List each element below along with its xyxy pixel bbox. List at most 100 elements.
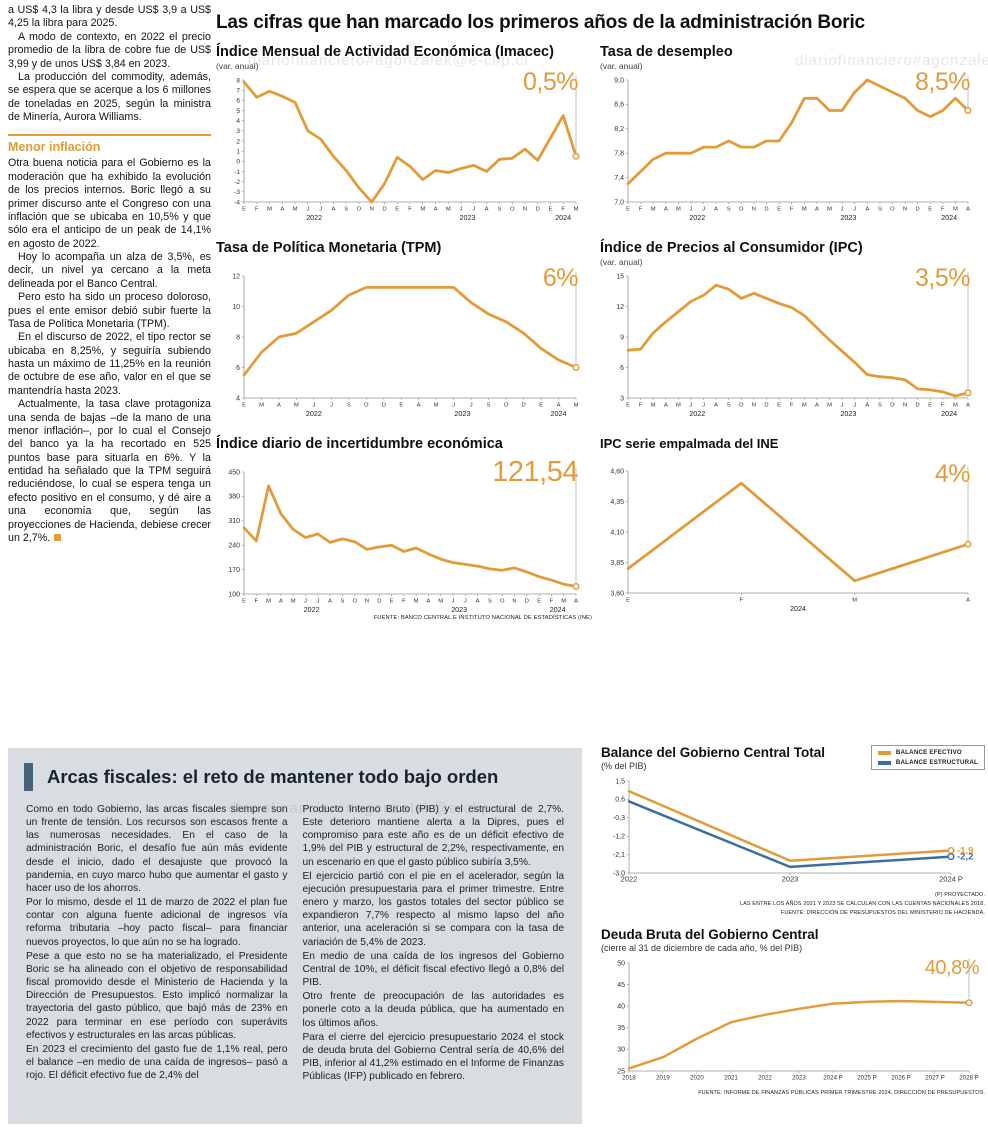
svg-text:15: 15 [616,273,624,280]
svg-text:M: M [651,403,656,409]
svg-text:N: N [903,207,907,213]
article-paragraph: En 2023 el crecimiento del gasto fue de … [26,1043,288,1082]
svg-text:O: O [890,403,895,409]
svg-text:F: F [255,207,259,213]
svg-text:E: E [626,207,630,213]
svg-text:E: E [626,403,630,409]
chart-title: Balance del Gobierno Central Total [601,745,826,760]
svg-text:M: M [651,207,656,213]
svg-text:M: M [574,207,579,213]
svg-text:2022: 2022 [689,213,705,222]
chart-note: (P) PROYECTADO. [935,892,985,898]
svg-text:M: M [802,403,807,409]
svg-text:9: 9 [620,334,624,341]
svg-text:O: O [510,207,515,213]
svg-text:1,5: 1,5 [615,778,625,785]
svg-text:2023: 2023 [840,213,856,222]
svg-text:O: O [364,403,369,409]
svg-text:J: J [690,207,693,213]
desempleo-plot: 9,08,68,27,87,47,0E F M A M J J A S O N D E F M A M J J A S O… [614,76,972,222]
svg-text:A: A [426,599,430,605]
svg-text:E: E [537,599,541,605]
svg-text:240: 240 [228,543,240,550]
article-paragraph: En medio de una caída de los ingresos de… [302,950,565,989]
svg-text:2022: 2022 [306,409,322,418]
svg-text:3,85: 3,85 [610,560,624,567]
svg-text:N: N [752,403,756,409]
chart-note: LAS ENTRE LOS AÑOS 2021 Y 2023 SE CALCUL… [739,900,985,907]
svg-text:50: 50 [617,961,625,968]
svg-text:O: O [890,207,895,213]
svg-text:S: S [340,599,344,605]
svg-text:10: 10 [232,304,240,311]
bottom-charts: Balance del Gobierno Central Total (% de… [601,745,985,1098]
chart-card-ipc: Índice de Precios al Consumidor (IPC) (v… [600,240,984,420]
svg-text:F: F [790,207,794,213]
svg-text:M: M [414,599,419,605]
svg-text:M: M [446,207,451,213]
svg-text:-3: -3 [234,189,240,196]
svg-text:F: F [408,207,412,213]
svg-text:2025 P: 2025 P [857,1075,877,1082]
svg-text:-0,3: -0,3 [613,815,625,822]
svg-text:7,4: 7,4 [614,175,624,182]
svg-text:M: M [420,207,425,213]
ipc-ine-plot: 4,60 4,35 4,10 3,85 3,60E F M A 2024 [610,467,972,613]
svg-text:M: M [561,599,566,605]
svg-text:2018: 2018 [622,1075,636,1082]
svg-text:O: O [504,403,509,409]
chart-highlight-value: 121,54 [492,456,578,488]
svg-text:E: E [242,207,246,213]
svg-text:0: 0 [236,159,240,166]
svg-text:A: A [714,403,718,409]
svg-text:J: J [316,599,319,605]
svg-text:D: D [764,207,768,213]
svg-text:A: A [277,403,281,409]
chart-card-balance: Balance del Gobierno Central Total (% de… [601,745,985,917]
chart-title: Tasa de Política Monetaria (TPM) [216,240,442,256]
svg-text:E: E [390,599,394,605]
article-paragraph: a US$ 4,3 la libra y desde US$ 3,9 a US$… [8,4,211,30]
svg-text:25: 25 [617,1069,625,1076]
svg-text:S: S [727,207,731,213]
svg-text:A: A [331,207,335,213]
svg-text:E: E [242,599,246,605]
svg-text:2027 P: 2027 P [925,1075,945,1082]
chart-highlight-value: 3,5% [915,264,970,292]
svg-text:4: 4 [236,118,240,125]
svg-text:F: F [561,207,565,213]
svg-text:2023: 2023 [782,875,799,884]
svg-text:F: F [550,599,554,605]
article-end-marker-icon [54,533,62,541]
svg-text:3: 3 [620,395,624,402]
article-paragraph: Otro frente de preocupación de las autor… [302,991,565,1029]
legend-item-efectivo: BALANCE EFECTIVO [877,749,978,756]
svg-text:D: D [522,403,526,409]
svg-text:2: 2 [236,138,240,145]
svg-text:2024: 2024 [555,213,571,222]
svg-text:A: A [714,207,718,213]
svg-text:4,60: 4,60 [610,468,624,475]
svg-text:2024: 2024 [550,605,566,614]
article-paragraph: A modo de contexto, en 2022 el precio pr… [8,30,211,70]
svg-text:M: M [953,403,958,409]
svg-text:M: M [802,207,807,213]
svg-text:E: E [777,207,781,213]
svg-text:2022: 2022 [689,409,705,418]
chart-subtitle: (% del PIB) [601,761,647,771]
svg-text:S: S [878,403,882,409]
svg-text:A: A [815,207,819,213]
svg-text:F: F [941,403,945,409]
svg-text:A: A [966,207,970,213]
svg-text:J: J [452,599,455,605]
svg-text:D: D [536,207,540,213]
article-paragraph: La producción del commodity, además, se … [8,70,211,123]
svg-text:M: M [266,599,271,605]
fiscal-article-col-2: Producto Interno Bruto (PIB) y el estruc… [303,803,565,1084]
svg-text:2024: 2024 [551,409,567,418]
svg-text:J: J [841,403,844,409]
chart-card-tpm: Tasa de Política Monetaria (TPM) 6% 12 10… [216,240,592,420]
article-paragraph: Pero esto ha sido un proceso doloroso, p… [8,291,211,330]
